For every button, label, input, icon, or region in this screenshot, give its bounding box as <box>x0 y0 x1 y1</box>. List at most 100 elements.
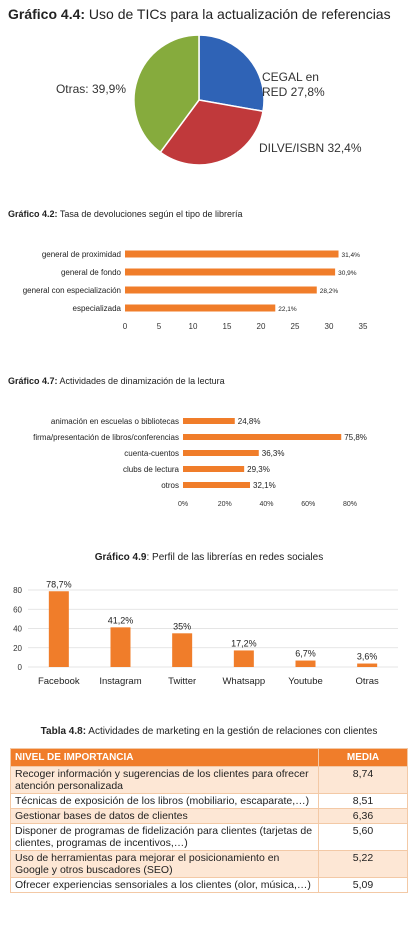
chart-title-number: Gráfico 4.7: <box>8 376 58 386</box>
x-tick-label: 0% <box>178 501 188 508</box>
category-label: cuenta-cuentos <box>124 449 179 458</box>
table-cell-activity: Gestionar bases de datos de clientes <box>10 808 319 824</box>
x-tick-label: 20% <box>218 501 232 508</box>
category-label: Youtube <box>288 676 323 687</box>
pie-chart-block: Gráfico 4.4: Uso de TICs para la actuali… <box>0 0 418 185</box>
data-label: 32,1% <box>253 481 276 490</box>
table-title-number: Tabla 4.8: <box>40 726 87 737</box>
table-title: Tabla 4.8: Actividades de marketing en l… <box>0 726 418 737</box>
bar <box>183 434 342 440</box>
bar <box>125 304 276 312</box>
marketing-table-block: Tabla 4.8: Actividades de marketing en l… <box>0 726 418 937</box>
table-row: Recoger información y sugerencias de los… <box>10 766 408 794</box>
chart-title: Gráfico 4.2: Tasa de devoluciones según … <box>8 209 243 219</box>
chart-title-text: Tasa de devoluciones según el tipo de li… <box>57 209 243 219</box>
bar <box>183 482 251 488</box>
chart-title: Gráfico 4.9: Perfil de las librerías en … <box>0 552 418 563</box>
marketing-table: NIVEL DE IMPORTANCIA MEDIA Recoger infor… <box>10 748 408 893</box>
table-cell-media: 5,60 <box>318 823 408 851</box>
x-tick-label: 20 <box>257 322 266 331</box>
slice-label: DILVE/ISBN 32,4% <box>259 141 362 155</box>
category-label: animación en escuelas o bibliotecas <box>51 417 179 426</box>
chart-title-number: Gráfico 4.9 <box>94 552 147 563</box>
table-row: Gestionar bases de datos de clientes 6,3… <box>10 808 408 824</box>
bar <box>125 268 336 276</box>
bar <box>125 286 317 294</box>
table-cell-media: 8,74 <box>318 766 408 794</box>
table-header-row: NIVEL DE IMPORTANCIA MEDIA <box>10 748 408 767</box>
category-label: Otras <box>356 676 379 687</box>
category-label: Whatsapp <box>222 676 265 687</box>
chart-title-text: Uso de TICs para la actualización de ref… <box>85 6 391 22</box>
table-row: Ofrecer experiencias sensoriales a los c… <box>10 877 408 893</box>
bar <box>183 450 259 456</box>
category-label: Instagram <box>99 676 141 687</box>
table-cell-activity: Ofrecer experiencias sensoriales a los c… <box>10 877 319 893</box>
category-label: clubs de lectura <box>123 465 180 474</box>
category-label: otros <box>161 481 179 490</box>
bar <box>183 466 245 472</box>
slice-label: Otras: 39,9% <box>56 82 126 96</box>
table-row: Uso de herramientas para mejorar el posi… <box>10 850 408 878</box>
x-tick-label: 40% <box>259 501 273 508</box>
category-label: Twitter <box>168 676 196 687</box>
data-label: 28,2% <box>320 288 339 295</box>
table-cell-activity: Uso de herramientas para mejorar el posi… <box>10 850 319 878</box>
category-label: firma/presentación de libros/conferencia… <box>33 433 179 442</box>
reading-bar-chart: animación en escuelas o bibliotecas 24,8%… <box>33 417 367 508</box>
returns-chart-block: Gráfico 4.2: Tasa de devoluciones según … <box>0 205 418 335</box>
y-tick-label: 60 <box>13 605 22 614</box>
table-cell-media: 5,09 <box>318 877 408 893</box>
bar <box>357 663 378 667</box>
data-label: 35% <box>173 621 191 631</box>
chart-title-number: Gráfico 4.4: <box>8 6 86 22</box>
returns-bar-chart: general de proximidad 31,4% general de fon… <box>23 250 368 331</box>
pie-slice <box>198 34 265 113</box>
data-label: 17,2% <box>231 638 257 648</box>
column-header-media: MEDIA <box>318 748 408 767</box>
chart-title-text: Actividades de dinamización de la lectur… <box>57 376 225 386</box>
slice-label: RED 27,8% <box>262 85 325 99</box>
social-bar-chart: 0 20 40 60 80 78,7% Facebook 41,2% Instagram 35% T… <box>13 579 398 687</box>
bar <box>125 250 339 258</box>
table-title-text: Actividades de marketing en la gestión d… <box>86 726 378 737</box>
bar <box>110 627 131 667</box>
table-row: Técnicas de exposición de los libros (mo… <box>10 793 408 809</box>
x-tick-label: 80% <box>343 501 357 508</box>
data-label: 36,3% <box>262 449 285 458</box>
x-tick-label: 5 <box>157 322 162 331</box>
pie-slice <box>159 99 264 166</box>
table-cell-media: 8,51 <box>318 793 408 809</box>
column-header-level: NIVEL DE IMPORTANCIA <box>10 748 319 767</box>
y-tick-label: 20 <box>13 644 22 653</box>
data-label: 24,8% <box>238 417 261 426</box>
x-tick-label: 35 <box>359 322 368 331</box>
x-tick-label: 60% <box>301 501 315 508</box>
data-label: 22,1% <box>278 306 297 313</box>
table-cell-activity: Técnicas de exposición de los libros (mo… <box>10 793 319 809</box>
category-label: general de proximidad <box>42 250 121 259</box>
chart-title: Gráfico 4.4: Uso de TICs para la actuali… <box>8 6 391 22</box>
x-tick-label: 0 <box>123 322 128 331</box>
data-label: 75,8% <box>344 433 367 442</box>
y-tick-label: 0 <box>18 663 23 672</box>
bar <box>233 650 254 667</box>
y-tick-label: 80 <box>13 586 22 595</box>
slice-label: CEGAL en <box>262 70 319 84</box>
chart-title-number: Gráfico 4.2: <box>8 209 58 219</box>
table-cell-activity: Disponer de programas de fidelización pa… <box>10 823 319 851</box>
category-label: especializada <box>73 304 122 313</box>
reading-chart-block: Gráfico 4.7: Actividades de dinamización… <box>0 372 418 517</box>
category-label: general con especialización <box>23 286 121 295</box>
table-row: Disponer de programas de fidelización pa… <box>10 823 408 851</box>
x-tick-label: 10 <box>189 322 198 331</box>
data-label: 31,4% <box>342 252 361 259</box>
social-chart-block: Gráfico 4.9: Perfil de las librerías en … <box>0 548 418 696</box>
bar <box>183 418 235 424</box>
x-tick-label: 15 <box>223 322 232 331</box>
bar <box>295 660 316 667</box>
table-cell-activity: Recoger información y sugerencias de los… <box>10 766 319 794</box>
data-label: 30,9% <box>338 270 357 277</box>
chart-title-text: : Perfil de las librerías en redes socia… <box>146 552 324 563</box>
